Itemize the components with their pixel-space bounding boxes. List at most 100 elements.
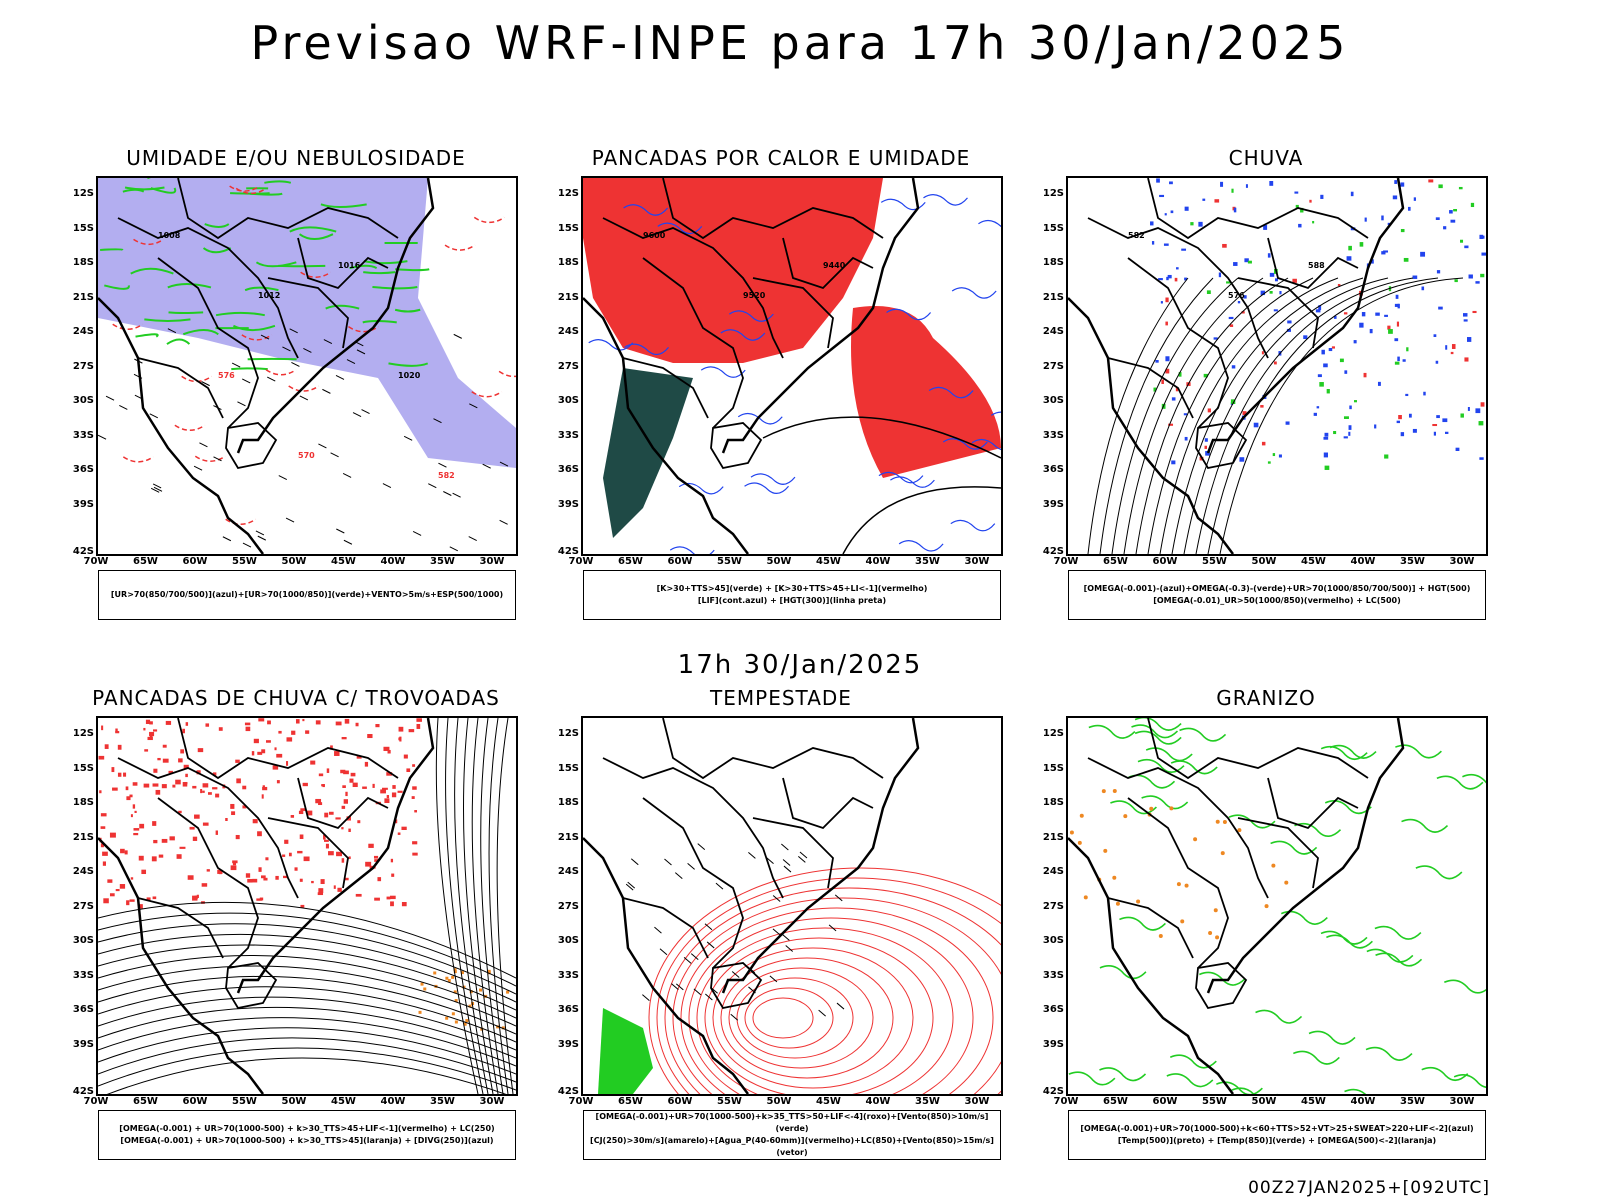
wind-arrow: [382, 483, 392, 489]
omega-dot: [1112, 788, 1117, 793]
lat-tick-label: 18S: [557, 797, 579, 808]
hgt500-contour: [1135, 277, 1289, 554]
contour-value-label: 582: [1128, 231, 1145, 240]
storm-dot: [242, 805, 247, 809]
lifted-index-contour: [878, 471, 924, 484]
lat-tick-label: 24S: [1042, 326, 1064, 337]
storm-dot: [202, 790, 205, 793]
lon-tick-label: 40W: [865, 556, 891, 567]
rain-dot: [1377, 381, 1381, 386]
storm-dot: [261, 794, 264, 799]
rain-dot: [1406, 347, 1409, 352]
storm-dot: [147, 736, 153, 741]
storm-dot: [253, 738, 259, 744]
humidity-contour: [135, 333, 159, 338]
lat-tick-label: 42S: [557, 546, 579, 557]
storm-dot: [257, 751, 263, 755]
storm-dot: [187, 875, 194, 880]
rain-dot: [1171, 397, 1176, 401]
storm-dot-orange: [453, 990, 457, 994]
rain-dot: [1269, 272, 1275, 277]
lat-tick-label: 21S: [72, 291, 94, 303]
humidity-contour: [363, 271, 396, 275]
legend-box: [OMEGA(-0.001)+UR>70(1000-500)+k>35_TTS>…: [583, 1110, 1001, 1160]
hgt500-contour: [1087, 277, 1189, 554]
storm-dot: [178, 810, 182, 814]
storm-dot: [389, 895, 396, 900]
temp850-contour: [1436, 775, 1484, 790]
storm-dot: [344, 877, 349, 881]
wind-vector: [799, 851, 808, 859]
rain-dot: [1292, 278, 1297, 283]
storm-dot: [276, 780, 280, 784]
storm-dot: [202, 783, 209, 788]
wind-vector: [676, 983, 684, 991]
country-border: [177, 178, 399, 240]
rain-dot: [1463, 313, 1468, 317]
wind-arrow: [452, 492, 461, 498]
lon-tick-label: 55W: [717, 556, 742, 567]
storm-dot: [286, 761, 289, 766]
streamline: [435, 718, 479, 1094]
storm-dot: [212, 772, 217, 776]
wind-arrow: [167, 328, 177, 334]
storm-dot: [397, 790, 403, 793]
thickness-contour: [241, 334, 273, 341]
legend-line: [Temp(500)](preto) + [Temp(850)](verde) …: [1117, 1136, 1437, 1145]
rain-dot: [1184, 206, 1189, 211]
storm-dot: [303, 856, 310, 862]
storm-dot: [318, 773, 324, 777]
thickness-contour: [225, 518, 257, 526]
legend-line: [UR>70(850/700/500)](azul)+[UR>70(1000/8…: [110, 590, 504, 599]
country-border: [267, 817, 349, 889]
rain-dot: [1151, 241, 1155, 245]
storm-dot: [123, 772, 127, 777]
lon-tick-label: 40W: [380, 556, 406, 567]
rain-dot: [1261, 351, 1264, 355]
storm-dot: [101, 725, 104, 731]
rain-dot: [1428, 179, 1434, 183]
storm-dot: [109, 893, 115, 897]
rain-dot: [1233, 262, 1238, 266]
lifted-index-contour: [990, 411, 1001, 416]
rain-dot: [1298, 223, 1302, 228]
streamline: [98, 1017, 516, 1067]
storm-dot: [206, 869, 210, 872]
storm-dot-orange: [496, 1025, 500, 1029]
rain-dot: [1405, 393, 1409, 397]
lon-tick-label: 45W: [331, 1096, 356, 1107]
omega-dot: [1215, 819, 1220, 824]
rain-dot: [1165, 356, 1170, 362]
rain-dot: [1324, 432, 1329, 437]
lon-tick-label: 30W: [964, 556, 990, 567]
lat-tick-label: 15S: [557, 762, 579, 774]
lon-tick-label: 40W: [380, 1096, 406, 1107]
rain-dot: [1468, 274, 1473, 279]
thickness-contour: [473, 216, 505, 224]
rain-dot: [1394, 180, 1398, 184]
storm-dot: [318, 888, 324, 893]
rain-dot: [1239, 457, 1245, 462]
rain-dot: [1475, 408, 1481, 414]
rain-dot: [1326, 388, 1330, 394]
storm-dot: [144, 749, 149, 752]
storm-dot: [341, 805, 346, 809]
omega-dot: [1112, 875, 1117, 880]
lat-tick-label: 33S: [72, 969, 94, 981]
humidity-contour: [244, 286, 279, 292]
rain-dot: [1312, 220, 1315, 224]
temp850-contour: [1453, 1074, 1486, 1089]
storm-dot: [175, 779, 181, 785]
wind-vector: [705, 993, 713, 1001]
rain-dot: [1318, 305, 1322, 311]
storm-dot-orange: [463, 1022, 467, 1026]
rain-dot: [1363, 372, 1367, 378]
lon-tick-label: 30W: [479, 556, 505, 567]
rain-dot: [1244, 258, 1249, 263]
wind-arrow: [193, 465, 203, 471]
lifted-index-contour: [942, 438, 988, 450]
storm-dot-orange: [447, 979, 451, 983]
streamline: [98, 986, 516, 1043]
storm-dot: [305, 730, 310, 734]
storm-dot: [342, 785, 346, 788]
